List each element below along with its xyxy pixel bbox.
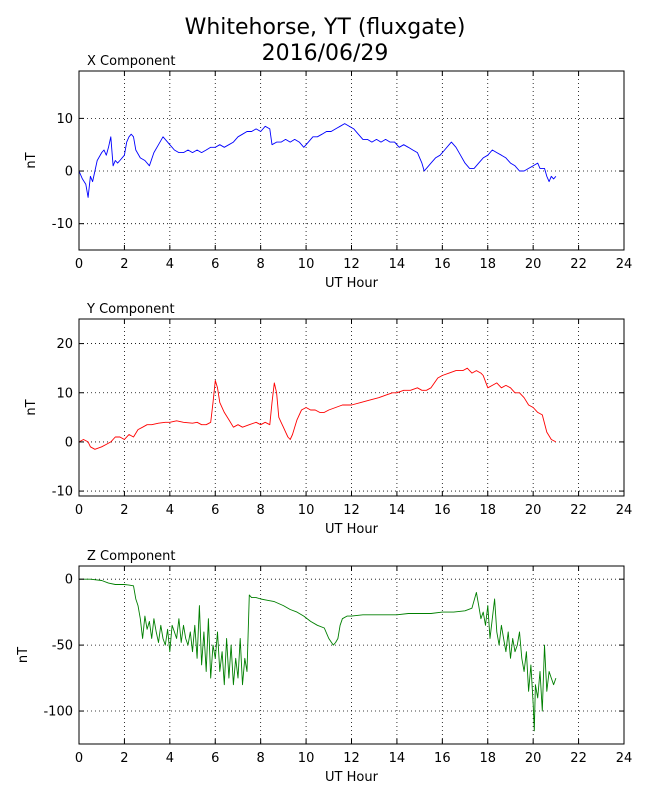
y-xtick-label: 24	[616, 503, 633, 518]
x-panel-title: X Component	[87, 54, 176, 69]
x-xtick-label: 4	[166, 257, 174, 272]
x-xtick-label: 20	[525, 257, 542, 272]
figure-title-line2: 2016/06/29	[262, 41, 389, 66]
z-xtick-label: 2	[120, 751, 128, 766]
y-ytick-label: 20	[56, 337, 73, 352]
z-xtick-label: 12	[343, 751, 360, 766]
x-xtick-label: 12	[343, 257, 360, 272]
x-xtick-label: 22	[570, 257, 587, 272]
x-xtick-label: 0	[75, 257, 83, 272]
x-ytick-label: 10	[56, 112, 73, 127]
y-xtick-label: 14	[389, 503, 406, 518]
y-x-axis-label: UT Hour	[325, 522, 379, 537]
z-xtick-label: 16	[434, 751, 451, 766]
y-xtick-label: 0	[75, 503, 83, 518]
z-xtick-label: 10	[298, 751, 315, 766]
z-series-line	[79, 578, 557, 732]
y-series-line	[78, 367, 557, 450]
z-panel-title: Z Component	[87, 549, 176, 564]
x-xtick-label: 18	[479, 257, 496, 272]
z-ytick-label: -50	[52, 639, 73, 654]
x-xtick-label: 10	[298, 257, 315, 272]
x-ytick-label: 0	[65, 165, 73, 180]
y-xtick-label: 10	[298, 503, 315, 518]
z-xtick-label: 8	[257, 751, 265, 766]
y-y-axis-label: nT	[24, 399, 39, 415]
z-ytick-label: 0	[65, 573, 73, 588]
z-x-axis-label: UT Hour	[325, 770, 379, 785]
x-xtick-label: 16	[434, 257, 451, 272]
y-panel-title: Y Component	[86, 302, 175, 317]
y-xtick-label: 2	[120, 503, 128, 518]
y-xtick-label: 20	[525, 503, 542, 518]
z-xtick-label: 22	[570, 751, 587, 766]
z-xtick-label: 18	[479, 751, 496, 766]
y-ytick-label: 0	[65, 435, 73, 450]
x-x-axis-label: UT Hour	[325, 276, 379, 291]
y-xtick-label: 6	[211, 503, 219, 518]
y-xtick-label: 16	[434, 503, 451, 518]
z-y-axis-label: nT	[16, 647, 31, 663]
y-xtick-label: 22	[570, 503, 587, 518]
z-xtick-label: 14	[389, 751, 406, 766]
z-ytick-label: -100	[43, 705, 73, 720]
y-ytick-label: 10	[56, 386, 73, 401]
x-series-line	[78, 123, 557, 198]
z-xtick-label: 4	[166, 751, 174, 766]
x-y-axis-label: nT	[24, 152, 39, 168]
x-xtick-label: 6	[211, 257, 219, 272]
z-xtick-label: 0	[75, 751, 83, 766]
x-ytick-label: -10	[52, 217, 73, 232]
x-xtick-label: 24	[616, 257, 633, 272]
z-xtick-label: 6	[211, 751, 219, 766]
y-xtick-label: 12	[343, 503, 360, 518]
x-xtick-label: 2	[120, 257, 128, 272]
y-ytick-label: -10	[52, 485, 73, 500]
z-xtick-label: 24	[616, 751, 633, 766]
z-xtick-label: 20	[525, 751, 542, 766]
y-xtick-label: 4	[166, 503, 174, 518]
x-xtick-label: 14	[389, 257, 406, 272]
x-xtick-label: 8	[257, 257, 265, 272]
y-xtick-label: 18	[479, 503, 496, 518]
figure-title-line1: Whitehorse, YT (fluxgate)	[185, 15, 466, 40]
y-xtick-label: 8	[257, 503, 265, 518]
